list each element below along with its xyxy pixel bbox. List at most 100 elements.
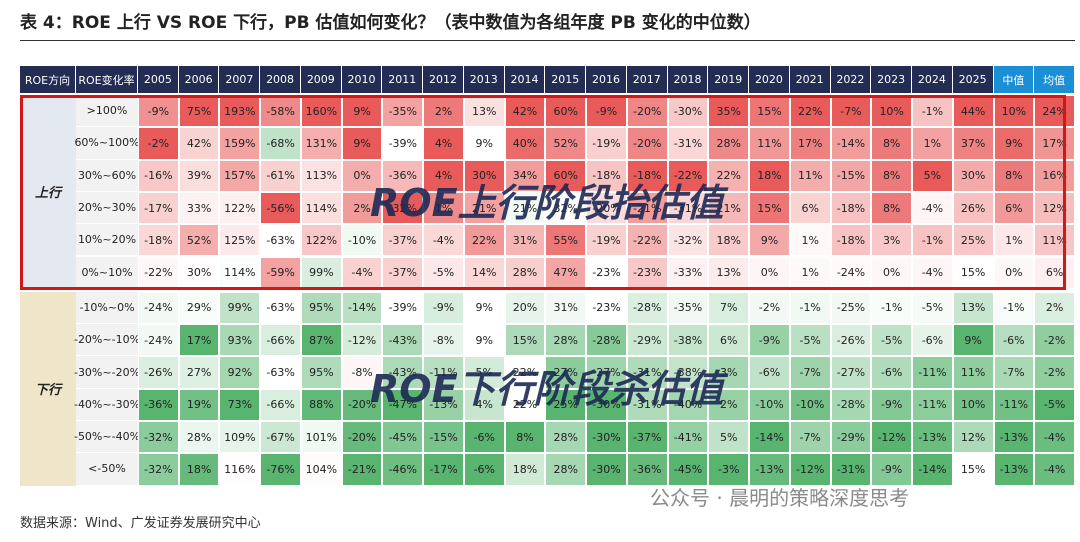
value-cell: -37%: [382, 224, 424, 257]
value-cell: -76%: [260, 453, 301, 486]
value-cell: -32%: [138, 421, 179, 454]
value-cell: 4%: [423, 127, 464, 160]
value-cell: -22%: [667, 159, 709, 192]
value-cell: -14%: [749, 421, 790, 454]
value-cell: -14%: [830, 127, 872, 160]
value-cell: -18%: [138, 224, 179, 257]
value-cell: -4%: [912, 256, 953, 289]
value-cell: -20%: [341, 421, 383, 454]
value-cell: 99%: [300, 256, 342, 289]
value-cell: -6%: [463, 453, 505, 486]
value-cell: -13%: [993, 421, 1035, 454]
value-cell: 28%: [545, 324, 587, 357]
value-cell: 37%: [952, 127, 994, 160]
value-cell: -25%: [830, 291, 872, 325]
value-cell: 9%: [463, 291, 505, 325]
value-cell: -21%: [626, 191, 668, 225]
value-cell: 116%: [219, 453, 261, 486]
value-cell: -20%: [586, 191, 627, 225]
value-cell: 52%: [545, 127, 587, 160]
value-cell: -14%: [912, 453, 953, 486]
value-cell: -7%: [789, 421, 831, 454]
value-cell: -36%: [138, 388, 179, 421]
value-cell: 9%: [749, 224, 790, 257]
value-cell: 8%: [871, 127, 913, 160]
value-cell: 6%: [993, 191, 1035, 225]
value-cell: 30%: [952, 159, 994, 192]
overlay-text: ROE下行阶段杀估值: [370, 367, 724, 411]
value-cell: 35%: [708, 95, 750, 128]
value-cell: -8%: [423, 324, 464, 357]
value-cell: -68%: [260, 127, 301, 160]
value-cell: 113%: [300, 159, 342, 192]
value-cell: 33%: [178, 191, 220, 225]
value-cell: 28%: [545, 421, 587, 454]
value-cell: -1%: [993, 291, 1035, 325]
value-cell: -9%: [423, 291, 464, 325]
value-cell: 3%: [708, 356, 750, 389]
value-cell: 15%: [749, 95, 790, 128]
value-cell: 30%: [178, 256, 220, 289]
value-cell: -67%: [260, 421, 301, 454]
value-cell: -18%: [830, 191, 872, 225]
value-cell: -20%: [626, 95, 668, 128]
value-cell: -23%: [626, 256, 668, 289]
header-cell: 2006: [178, 66, 220, 93]
value-cell: 40%: [504, 127, 546, 160]
value-cell: -6%: [463, 421, 505, 454]
header-cell: 2009: [300, 66, 342, 93]
value-cell: -39%: [382, 127, 424, 160]
value-cell: -24%: [138, 291, 179, 325]
value-cell: -18%: [626, 159, 668, 192]
value-cell: -1%: [789, 291, 831, 325]
range-label: -10%~0%: [76, 291, 138, 325]
value-cell: 8%: [504, 421, 546, 454]
header-cell: 2020: [749, 66, 790, 93]
value-cell: 6%: [708, 324, 750, 357]
value-cell: 4%: [423, 159, 464, 192]
value-cell: -47%: [382, 388, 424, 421]
value-cell: -6%: [912, 324, 953, 357]
value-cell: -10%: [789, 388, 831, 421]
value-cell: 15%: [749, 191, 790, 225]
value-cell: 32%: [545, 191, 587, 225]
value-cell: 15%: [952, 453, 994, 486]
value-cell: 42%: [178, 127, 220, 160]
value-cell: 95%: [300, 356, 342, 389]
value-cell: 14%: [463, 256, 505, 289]
range-label: 10%~20%: [76, 224, 138, 257]
value-cell: -31%: [667, 127, 709, 160]
value-cell: 17%: [1034, 127, 1075, 160]
value-cell: 10%: [952, 388, 994, 421]
value-cell: -4%: [912, 191, 953, 225]
value-cell: 21%: [463, 191, 505, 225]
value-cell: -35%: [667, 291, 709, 325]
value-cell: 25%: [545, 388, 587, 421]
value-cell: 1%: [423, 191, 464, 225]
range-label: -20%~-10%: [74, 324, 140, 357]
value-cell: 2%: [1034, 291, 1075, 325]
value-cell: -12%: [341, 324, 383, 357]
value-cell: -29%: [626, 324, 668, 357]
value-cell: -58%: [260, 95, 301, 128]
value-cell: 15%: [504, 324, 546, 357]
value-cell: -13%: [993, 453, 1035, 486]
header-cell: 2008: [260, 66, 301, 93]
value-cell: 13%: [708, 256, 750, 289]
value-cell: -23%: [586, 291, 627, 325]
value-cell: -5%: [871, 324, 913, 357]
value-cell: -11%: [912, 356, 953, 389]
value-cell: 42%: [504, 95, 546, 128]
value-cell: 93%: [219, 324, 261, 357]
value-cell: 8%: [871, 159, 913, 192]
range-label: -50%~-40%: [74, 421, 140, 454]
value-cell: -22%: [626, 224, 668, 257]
value-cell: -7%: [993, 356, 1035, 389]
value-cell: 39%: [178, 159, 220, 192]
header-cell: 中值: [993, 66, 1035, 93]
value-cell: 60%: [545, 159, 587, 192]
header-cell: 2021: [789, 66, 831, 93]
value-cell: 60%: [545, 95, 587, 128]
value-cell: -31%: [667, 191, 709, 225]
range-label: -30%~-20%: [74, 356, 140, 389]
